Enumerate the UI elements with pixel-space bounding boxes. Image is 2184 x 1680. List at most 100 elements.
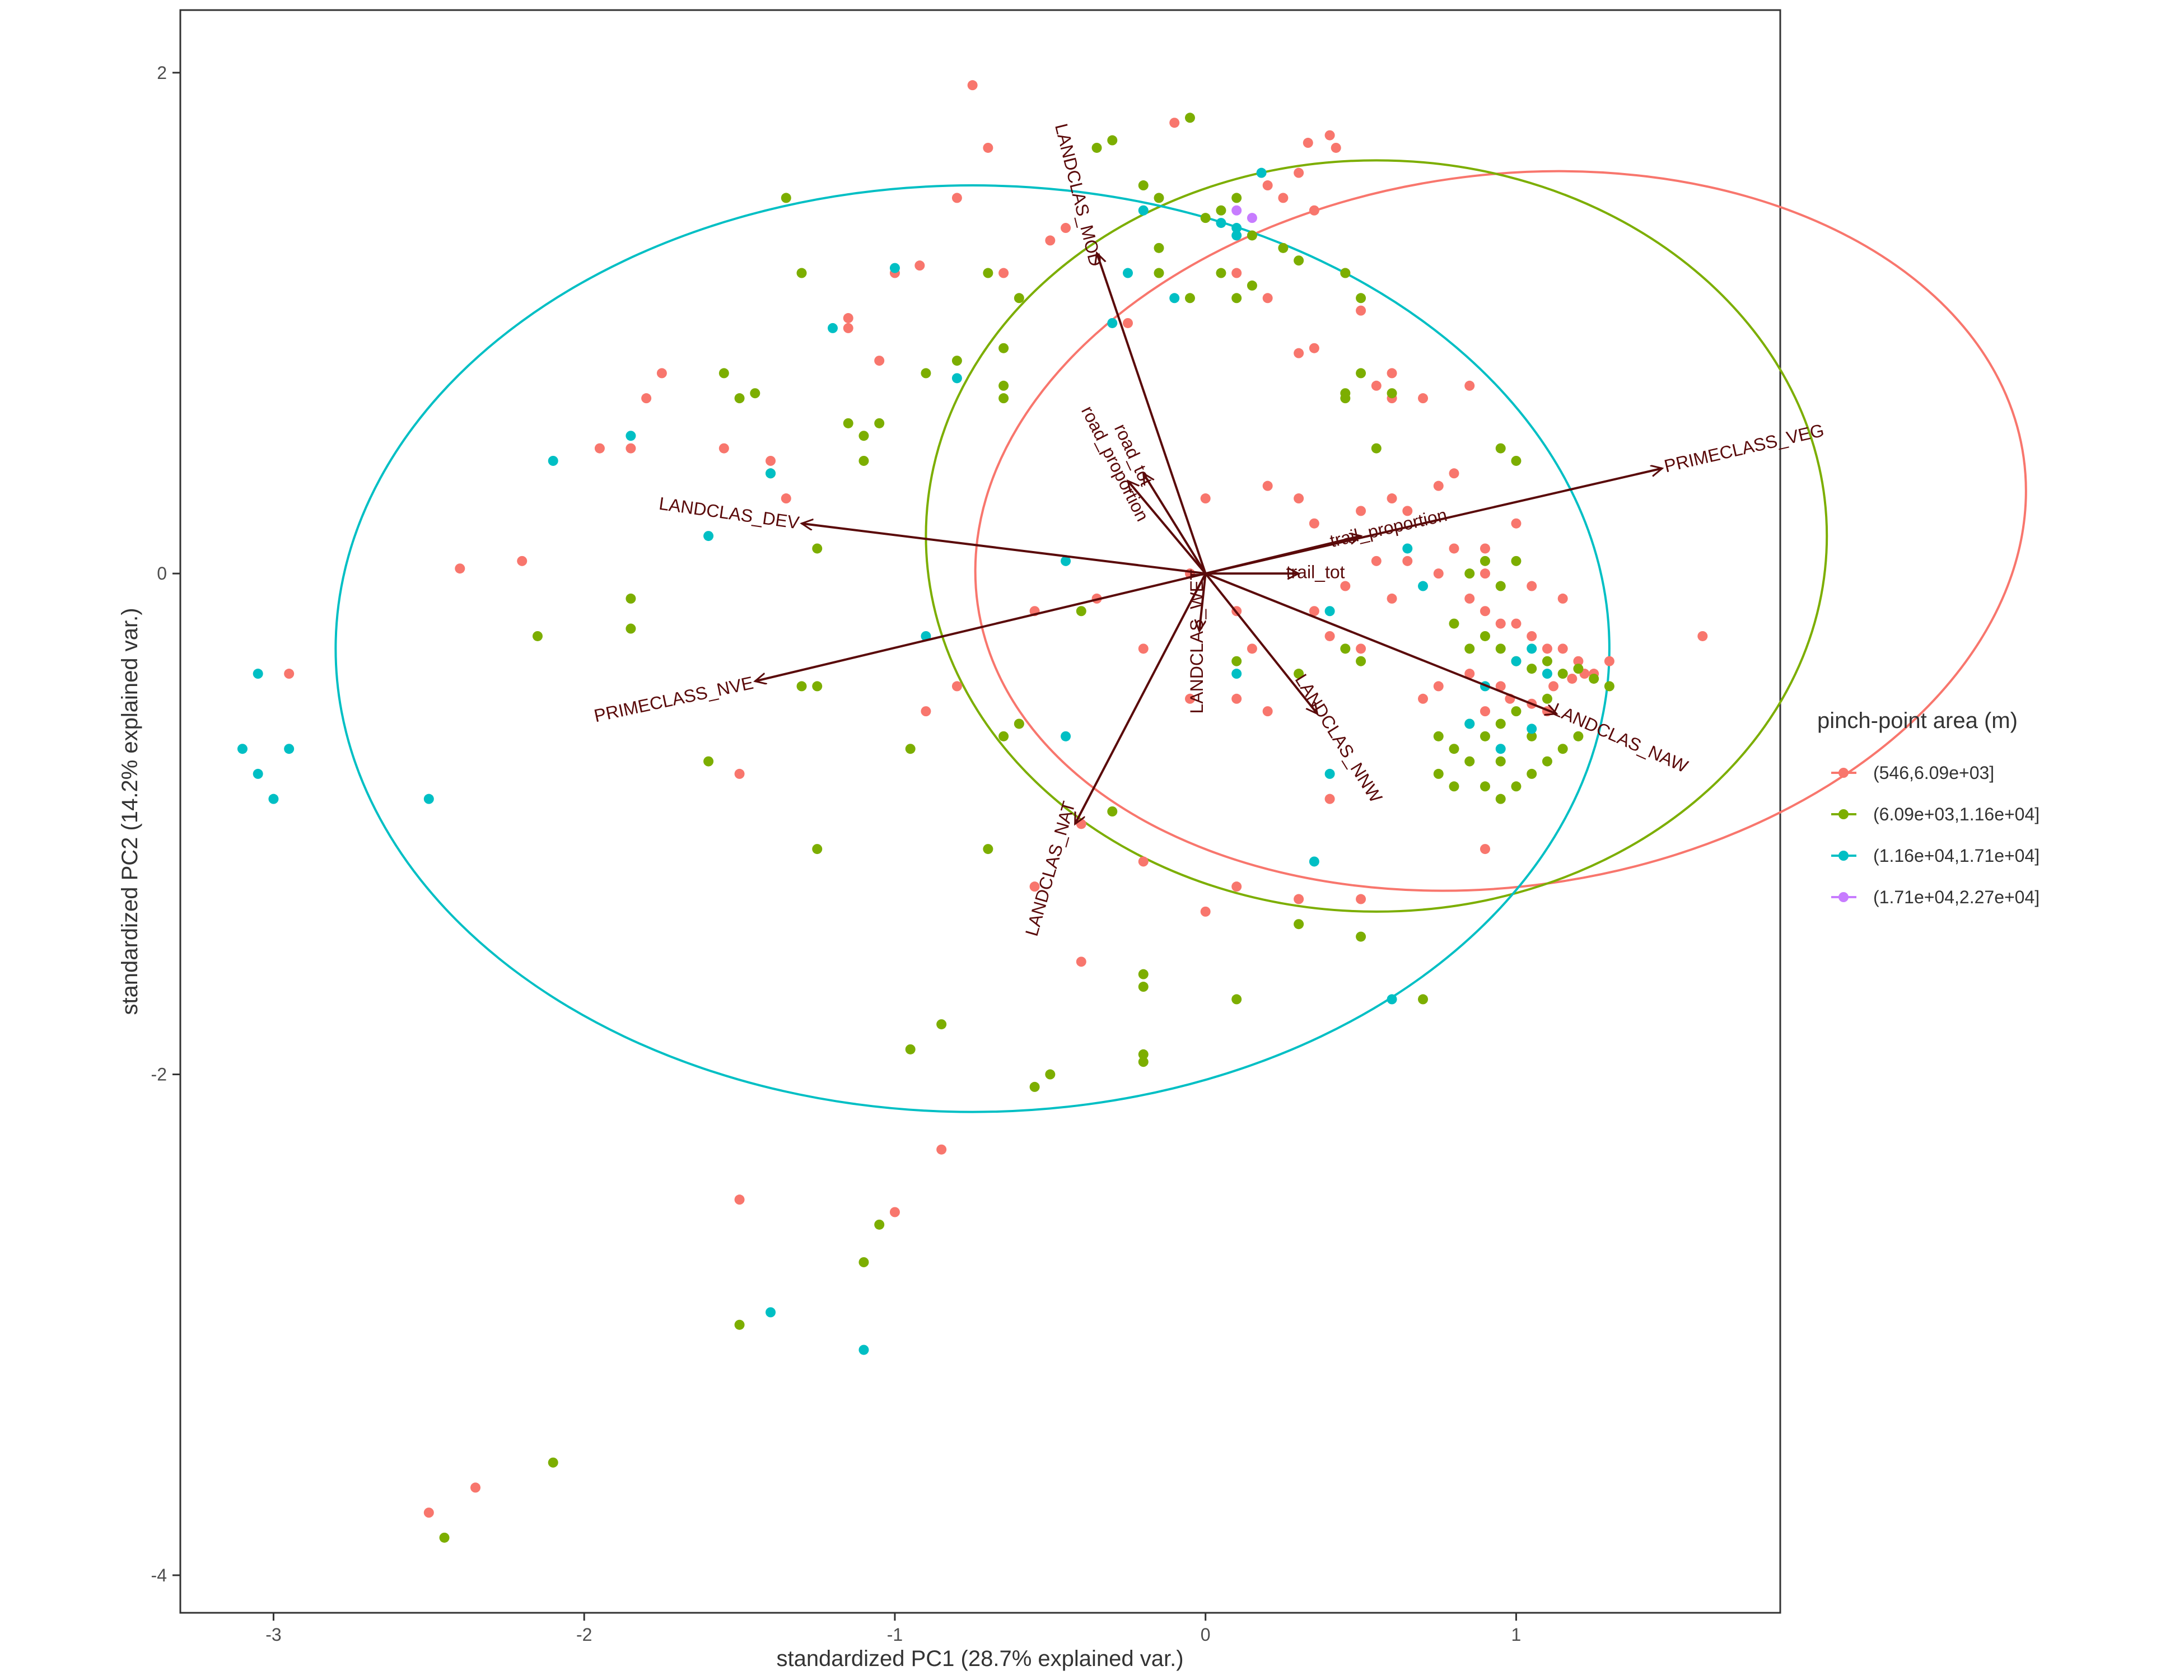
legend-key-point	[1838, 809, 1849, 819]
data-point	[423, 1508, 434, 1518]
data-point	[1294, 255, 1304, 266]
data-point	[1247, 280, 1257, 291]
y-tick-label: -4	[151, 1565, 167, 1585]
data-point	[1262, 293, 1273, 304]
data-point	[1324, 606, 1335, 617]
data-point	[951, 193, 962, 203]
data-point	[1138, 1049, 1149, 1060]
data-point	[1169, 293, 1180, 304]
data-point	[1138, 969, 1149, 979]
data-point	[1557, 643, 1568, 654]
data-point	[1418, 581, 1429, 591]
data-point	[1356, 656, 1366, 666]
data-point	[1418, 994, 1429, 1005]
data-point	[1076, 606, 1086, 617]
data-point	[1542, 669, 1552, 679]
data-point	[1045, 235, 1056, 246]
data-point	[843, 418, 853, 428]
data-point	[1511, 518, 1522, 529]
data-point	[1480, 731, 1490, 741]
data-point	[1480, 781, 1490, 792]
data-point	[1294, 919, 1304, 930]
data-point	[1303, 138, 1313, 148]
legend-key-point	[1838, 768, 1849, 778]
data-point	[936, 1144, 947, 1155]
data-point	[858, 455, 869, 466]
data-point	[1449, 781, 1459, 792]
data-point	[796, 681, 807, 692]
data-point	[1511, 455, 1522, 466]
data-point	[1231, 669, 1242, 679]
loading-arrow	[1205, 572, 1557, 713]
data-point	[781, 193, 791, 203]
data-point	[1324, 130, 1335, 141]
data-point	[470, 1482, 481, 1493]
data-point	[843, 313, 853, 324]
data-point	[439, 1532, 450, 1543]
plot-panel	[179, 9, 1781, 1614]
data-point	[1511, 656, 1522, 666]
data-point	[1356, 293, 1366, 304]
data-point	[1138, 180, 1149, 191]
legend-key-point	[1838, 892, 1849, 902]
data-point	[1061, 223, 1071, 234]
data-point	[905, 744, 916, 754]
data-point	[1184, 693, 1195, 704]
data-point	[1356, 506, 1366, 516]
data-point	[718, 368, 729, 379]
legend-key-point	[1838, 851, 1849, 861]
data-point	[1548, 681, 1559, 692]
loading-arrow	[1205, 536, 1361, 575]
x-axis: -3 -2 -1 0 1	[265, 1613, 1521, 1645]
data-point	[1331, 142, 1341, 153]
data-point	[858, 1257, 869, 1267]
data-point	[1231, 656, 1242, 666]
data-point	[1014, 718, 1024, 729]
data-point	[1200, 906, 1211, 917]
data-point	[1107, 318, 1118, 328]
data-point	[1402, 556, 1413, 566]
data-point	[1495, 581, 1506, 591]
data-point	[1247, 213, 1257, 223]
points	[237, 80, 1708, 1543]
data-point	[1231, 223, 1242, 234]
data-point	[1480, 631, 1490, 641]
data-point	[1216, 268, 1226, 278]
data-point	[1480, 556, 1490, 566]
data-point	[237, 744, 248, 754]
data-point	[843, 323, 853, 333]
data-point	[1464, 643, 1475, 654]
data-point	[1138, 205, 1149, 216]
data-point	[874, 1219, 885, 1230]
data-point	[1123, 268, 1133, 278]
data-point	[1231, 230, 1242, 241]
data-point	[1604, 681, 1614, 692]
data-point	[1387, 368, 1397, 379]
data-point	[1309, 518, 1319, 529]
loading-arrow	[1205, 572, 1318, 713]
data-point	[1076, 956, 1086, 967]
data-point	[1464, 756, 1475, 767]
loading-arrow	[1097, 253, 1207, 574]
data-point	[455, 563, 465, 574]
data-point	[626, 623, 636, 634]
data-point	[1138, 643, 1149, 654]
data-point	[1231, 268, 1242, 278]
data-point	[532, 631, 543, 641]
data-point	[1262, 706, 1273, 717]
legend-entry: (6.09e+03,1.16e+04]	[1873, 804, 2040, 824]
data-point	[1216, 218, 1226, 228]
data-point	[1262, 180, 1273, 191]
data-point	[983, 142, 993, 153]
data-point	[734, 768, 745, 779]
data-point	[1247, 230, 1257, 241]
data-point	[1511, 556, 1522, 566]
data-point	[1371, 556, 1382, 566]
data-point	[1231, 693, 1242, 704]
ellipses	[334, 159, 2027, 1113]
data-point	[1495, 756, 1506, 767]
data-point	[1014, 293, 1024, 304]
data-point	[284, 744, 295, 754]
data-point	[1449, 744, 1459, 754]
data-point	[1480, 844, 1490, 855]
